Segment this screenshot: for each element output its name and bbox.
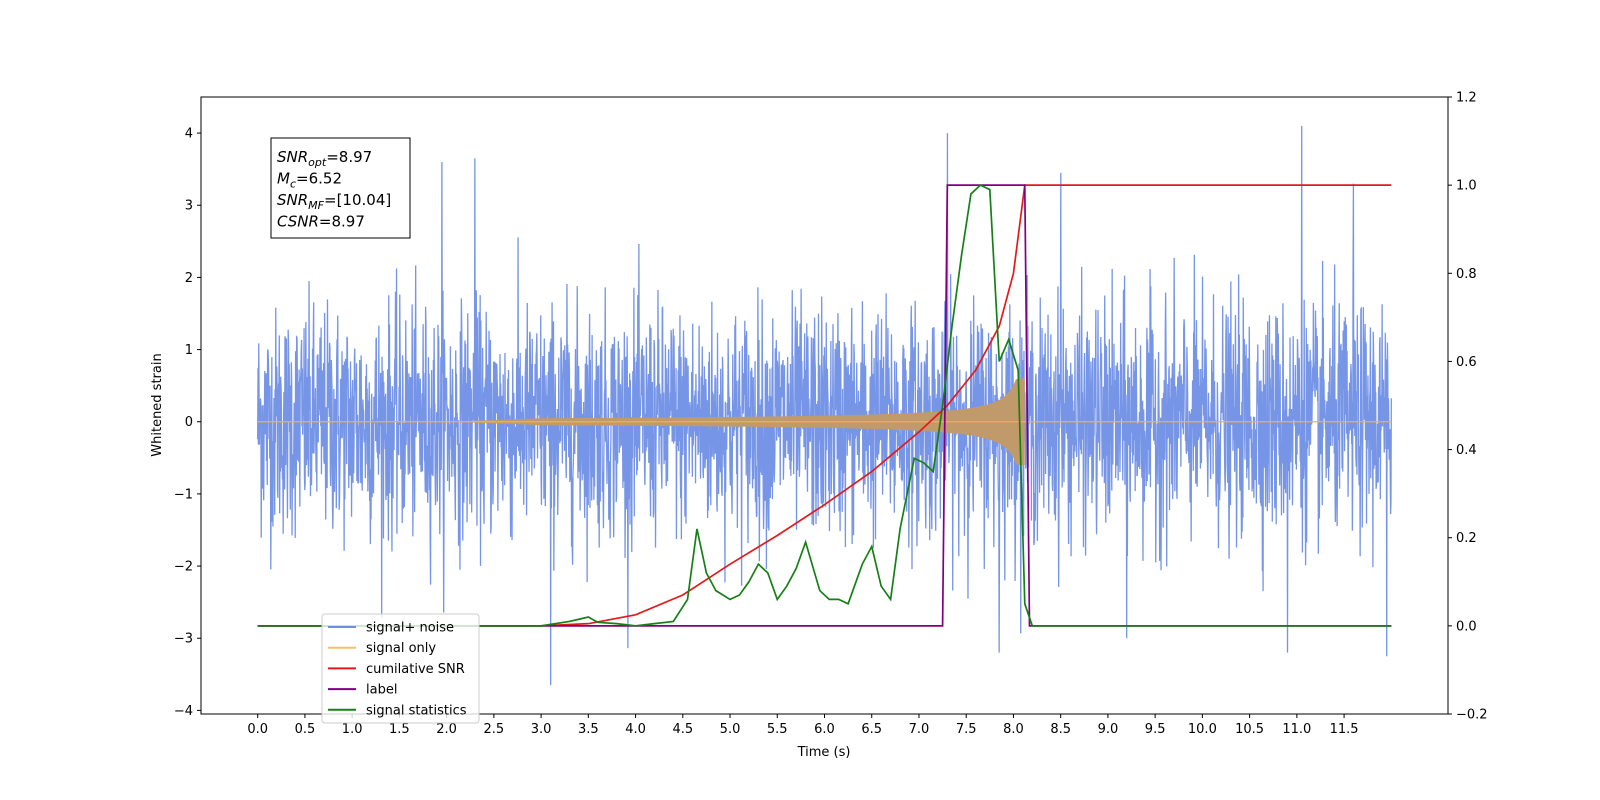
y-axis-right: 1.2 1.0 0.8 0.6 0.4 0.2 0.0 −0.2 <box>1448 91 1488 723</box>
x-tick-label: 0.0 <box>247 722 268 737</box>
x-tick-label: 8.5 <box>1050 722 1071 737</box>
legend-label: signal statistics <box>366 703 467 718</box>
annotation-line: Mc=6.52 <box>277 170 342 191</box>
x-tick-label: 2.0 <box>436 722 457 737</box>
x-tick-label: 0.5 <box>295 722 316 737</box>
legend-label: signal only <box>366 641 436 656</box>
y-right-tick-label: 0.0 <box>1456 619 1477 634</box>
x-tick-label: 2.5 <box>484 722 505 737</box>
series-signal-statistics <box>257 184 1392 627</box>
x-tick-label: 6.0 <box>814 722 835 737</box>
x-tick-label: 11.0 <box>1282 722 1311 737</box>
y-left-tick-label: 3 <box>185 199 193 214</box>
series-signal-noise <box>257 125 1392 686</box>
annotation-frame <box>270 137 411 239</box>
x-tick-label: 4.5 <box>672 722 693 737</box>
y-left-tick-label: 0 <box>185 415 193 430</box>
y-left-tick-label: 1 <box>185 343 193 358</box>
x-tick-label: 5.0 <box>720 722 741 737</box>
y-left-tick-label: 4 <box>185 127 193 142</box>
y-right-tick-label: 0.4 <box>1456 443 1477 458</box>
x-tick-label: 7.0 <box>909 722 930 737</box>
y-right-tick-label: 1.0 <box>1456 179 1477 194</box>
y-right-tick-label: 0.2 <box>1456 531 1477 546</box>
series-cumilative-snr <box>257 184 1392 627</box>
annotation-line: SNRMF=[10.04] <box>277 191 391 212</box>
legend-label: cumilative SNR <box>366 662 465 677</box>
y-right-tick-label: −0.2 <box>1456 708 1488 723</box>
legend: signal+ noise signal only cumilative SNR la… <box>321 613 480 724</box>
legend-label: signal+ noise <box>366 621 454 636</box>
y-left-tick-label: −3 <box>174 632 193 647</box>
x-tick-label: 3.0 <box>531 722 552 737</box>
x-tick-label: 6.5 <box>861 722 882 737</box>
y-left-tick-label: −4 <box>174 704 193 719</box>
plot-area <box>257 125 1392 686</box>
x-tick-label: 11.5 <box>1330 722 1359 737</box>
y-left-tick-label: −1 <box>174 487 193 502</box>
y-right-tick-label: 0.8 <box>1456 267 1477 282</box>
legend-label: label <box>366 683 397 698</box>
x-tick-label: 9.0 <box>1098 722 1119 737</box>
annotation-line: CSNR=8.97 <box>277 213 365 231</box>
y-right-tick-label: 0.6 <box>1456 355 1477 370</box>
x-tick-label: 8.0 <box>1003 722 1024 737</box>
x-axis-label: Time (s) <box>797 745 851 760</box>
x-tick-label: 10.5 <box>1235 722 1264 737</box>
x-tick-label: 1.0 <box>342 722 363 737</box>
y-left-tick-label: −2 <box>174 560 193 575</box>
x-tick-label: 10.0 <box>1188 722 1217 737</box>
x-tick-label: 9.5 <box>1145 722 1166 737</box>
y-left-tick-label: 2 <box>185 271 193 286</box>
y-axis-left: 4 3 2 1 0 −1 −2 −3 −4 <box>174 127 201 719</box>
annotation-line: SNRopt=8.97 <box>277 148 372 169</box>
x-tick-label: 4.0 <box>625 722 646 737</box>
x-tick-label: 7.5 <box>956 722 977 737</box>
x-tick-label: 1.5 <box>389 722 410 737</box>
x-axis: 0.0 0.5 1.0 1.5 2.0 2.5 3.0 3.5 4.0 4.5 5.0 5.5 6.0 6… <box>247 714 1359 737</box>
legend-frame <box>321 613 480 724</box>
x-tick-label: 5.5 <box>767 722 788 737</box>
y-axis-label: Whitened strain <box>150 353 165 456</box>
y-right-tick-label: 1.2 <box>1456 91 1477 106</box>
x-tick-label: 3.5 <box>578 722 599 737</box>
